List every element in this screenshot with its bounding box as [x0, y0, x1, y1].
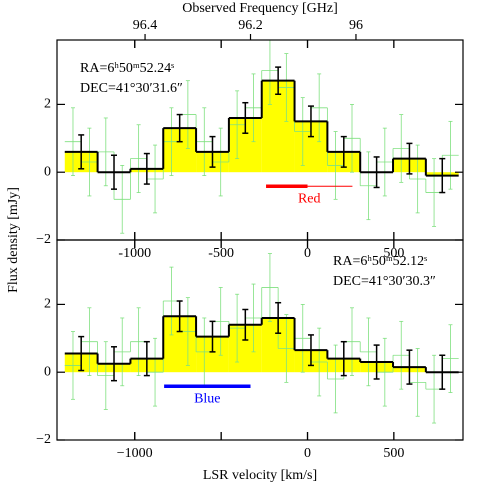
x-tick-label: 500 [383, 446, 404, 461]
x2-tick-label: 96 [349, 18, 363, 33]
annotation: RA=6ʰ50ᵐ52.12ˢ [333, 254, 427, 269]
x-tick-label: 500 [383, 246, 404, 261]
y-tick-label: 2 [44, 297, 51, 312]
range-label: Red [298, 191, 321, 206]
annotation: DEC=41°30′30.3″ [333, 274, 436, 289]
x2-axis-label: Observed Frequency [GHz] [182, 1, 338, 16]
range-label: Blue [194, 391, 220, 406]
x2-tick-label: 96.4 [133, 18, 158, 33]
plot-frame [56, 239, 464, 441]
y-tick-label: 0 [44, 164, 51, 179]
y-tick-label: −2 [36, 232, 51, 247]
y-axis-label: Flux density [mJy] [6, 187, 21, 293]
x-tick-label: −1000 [117, 446, 153, 461]
x-tick-label: -500 [208, 246, 234, 261]
y-tick-label: 2 [44, 97, 51, 112]
annotation: RA=6ʰ50ᵐ52.24ˢ [80, 61, 174, 76]
y-tick-label: −2 [36, 432, 51, 447]
x-axis-label: LSR velocity [km/s] [203, 468, 317, 483]
x-tick-label: 0 [304, 246, 311, 261]
x-tick-label: -1000 [118, 246, 151, 261]
annotation: DEC=41°30′31.6″ [80, 81, 183, 96]
x2-tick-label: 96.2 [238, 18, 263, 33]
x-tick-label: 0 [304, 446, 311, 461]
y-tick-label: 0 [44, 364, 51, 379]
area-fill [261, 80, 295, 173]
